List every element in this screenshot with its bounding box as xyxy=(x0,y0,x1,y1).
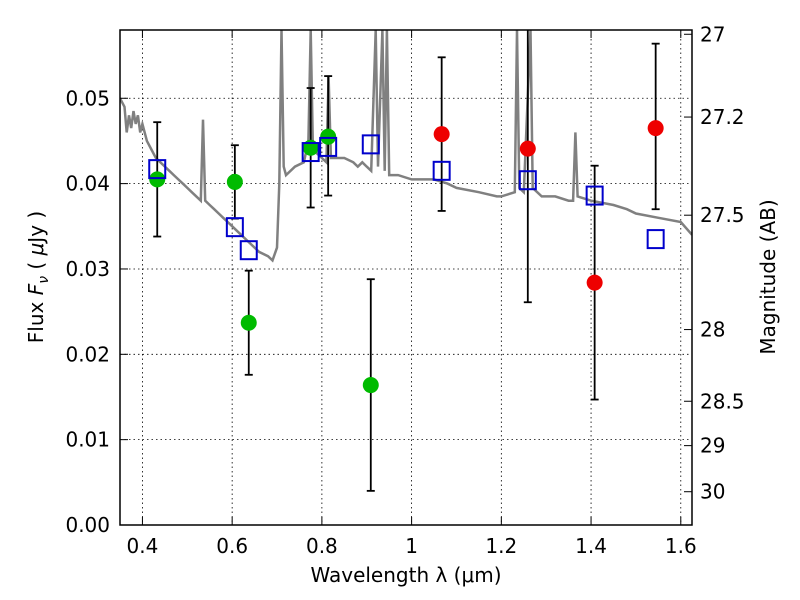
x-tick-label: 1.6 xyxy=(665,534,697,558)
data-point-circle xyxy=(226,173,243,190)
y-tick-label: 0.04 xyxy=(65,172,110,196)
y-tick-label: 0.02 xyxy=(65,342,110,366)
data-markers xyxy=(148,120,665,394)
axis-ticks xyxy=(120,30,692,526)
y-tick-label: 0.03 xyxy=(65,257,110,281)
x-tick-label: 1.2 xyxy=(485,534,517,558)
x-tick-label: 0.8 xyxy=(306,534,338,558)
y-axis-label-post: Jy ) xyxy=(24,211,48,245)
x-axis-label: Wavelength λ (μm) xyxy=(310,563,501,587)
y-axis-label: Flux Fν ( μJy ) xyxy=(24,211,52,343)
data-point-circle xyxy=(519,140,536,157)
data-point-square xyxy=(301,142,320,163)
y-axis-label-sub: ν xyxy=(36,276,52,284)
x-tick-label: 0.4 xyxy=(127,534,159,558)
grid-lines xyxy=(120,30,692,525)
tick-labels: 0.4 0.6 0.8 1 1.2 1.4 1.6 0.00 0.01 0.02 0.03 0.04 0… xyxy=(65,22,744,558)
y-tick-label: 0.00 xyxy=(65,513,110,537)
y2-tick-label: 30 xyxy=(700,480,725,504)
data-point-square xyxy=(585,185,604,206)
y2-tick-label: 27.5 xyxy=(700,203,745,227)
data-point-circle xyxy=(433,126,450,143)
error-bars xyxy=(153,30,660,492)
x-tick-label: 1 xyxy=(405,534,418,558)
y-axis-label-mu: μ xyxy=(24,243,48,257)
y2-tick-label: 28.5 xyxy=(700,389,745,413)
data-point-square xyxy=(432,160,451,181)
data-point-circle xyxy=(240,314,257,331)
data-point-circle xyxy=(362,377,379,394)
y-tick-label: 0.05 xyxy=(65,86,110,110)
data-point-square xyxy=(361,134,380,155)
y-axis-label-pre: Flux xyxy=(24,295,48,343)
y2-tick-label: 27.2 xyxy=(700,105,745,129)
data-point-circle xyxy=(586,274,603,291)
y2-tick-label: 29 xyxy=(700,434,725,458)
data-point-square xyxy=(646,229,665,250)
data-point-square xyxy=(239,240,258,261)
data-point-square xyxy=(225,217,244,238)
y-axis-label-mid: ( xyxy=(24,255,48,276)
x-tick-label: 1.4 xyxy=(575,534,607,558)
data-point-circle xyxy=(320,128,337,145)
model-spectrum-line xyxy=(120,30,692,263)
y2-tick-label: 28 xyxy=(700,318,725,342)
y-axis-label-var: F xyxy=(24,283,48,295)
data-point-circle xyxy=(149,171,166,188)
y-tick-label: 0.01 xyxy=(65,428,110,452)
data-point-square xyxy=(518,170,537,191)
y2-axis-label: Magnitude (AB) xyxy=(756,199,780,354)
data-point-circle xyxy=(647,120,664,137)
data-point-square xyxy=(148,159,167,180)
plot-frame xyxy=(119,29,693,526)
x-tick-label: 0.6 xyxy=(216,534,248,558)
y2-tick-label: 27 xyxy=(700,22,725,46)
data-point-square xyxy=(319,136,338,157)
